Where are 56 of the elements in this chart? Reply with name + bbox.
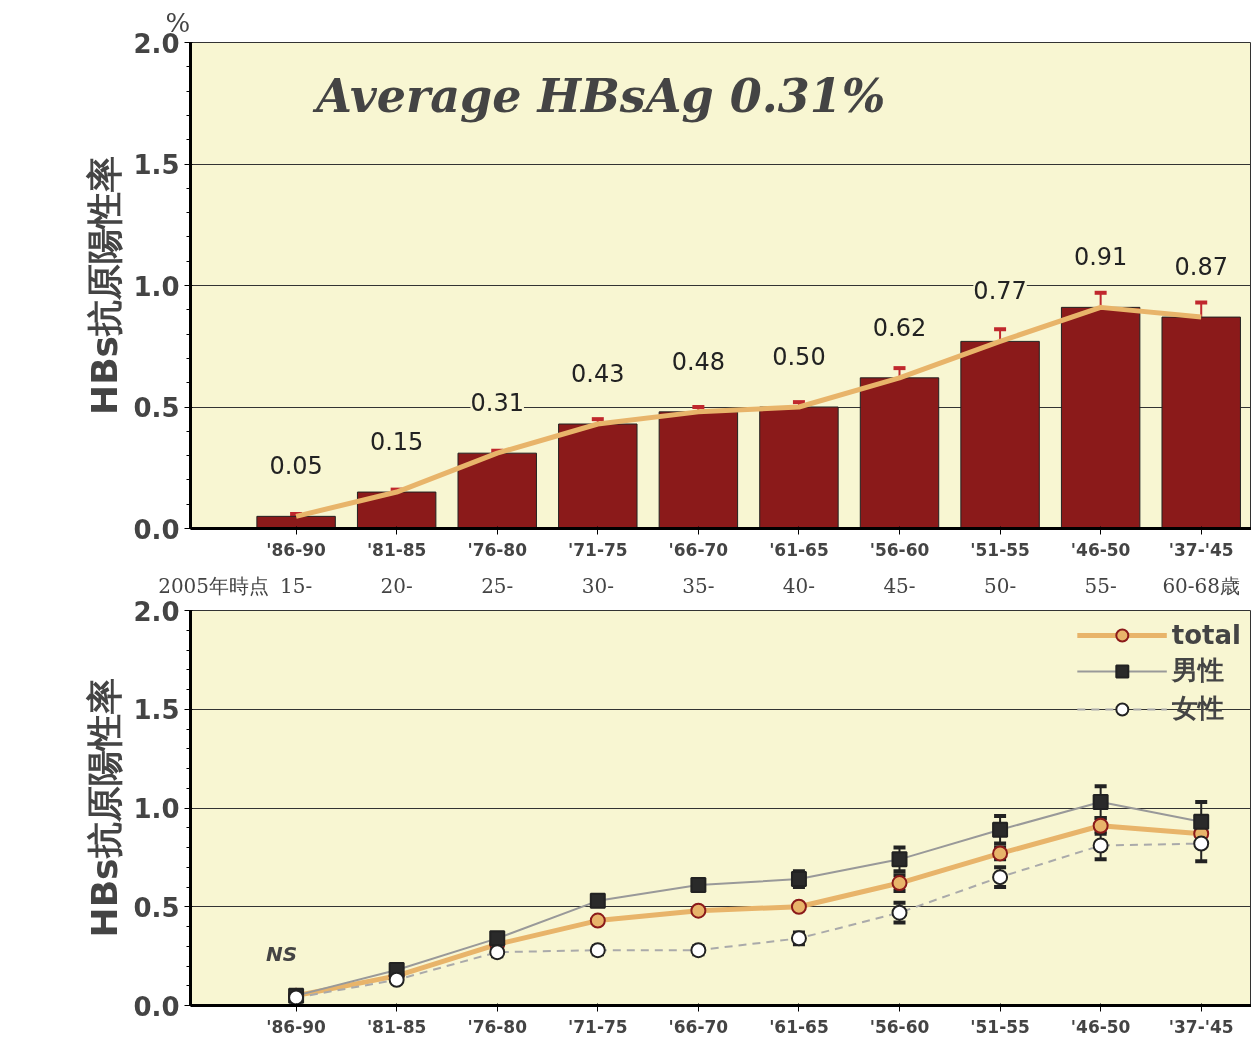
x-tick-label: '81-85: [366, 1016, 427, 1037]
legend-label: 男性: [1171, 654, 1224, 687]
x-tick-label: '61-65: [769, 539, 829, 560]
x-tick-label: '56-60: [869, 1016, 930, 1037]
y-tick-label: 0.0: [133, 991, 180, 1022]
x-tick-label: '71-75: [568, 539, 628, 560]
x-tick-label: '56-60: [869, 539, 930, 560]
y-tick-label: 0.0: [133, 514, 180, 545]
x-tick-label: '46-50: [1070, 539, 1131, 560]
data-label: 0.50: [772, 343, 826, 371]
x-tick-label: '37-'45: [1168, 539, 1234, 560]
x-tick-label: '86-90: [266, 539, 327, 560]
y-axis-title: HBs抗原陽性率: [84, 156, 126, 415]
data-label: 0.05: [269, 452, 323, 481]
annotation: Average HBsAg 0.31%: [312, 68, 886, 123]
data-label: 0.77: [973, 277, 1027, 306]
text: 60-68歳: [1162, 573, 1241, 598]
y-tick-label: 0.5: [133, 393, 180, 423]
x-tick-label: '51-55: [970, 539, 1030, 560]
text: 45-: [883, 573, 916, 598]
text: 40-: [782, 573, 816, 598]
data-label: 0.31: [470, 389, 524, 418]
x-tick-label: '37-'45: [1168, 1016, 1234, 1037]
text: 15-: [279, 573, 313, 598]
y-tick-label: 1.0: [133, 271, 180, 302]
y-tick-label: 2.0: [133, 596, 180, 627]
y-tick-label: 0.5: [133, 892, 180, 923]
data-label: 0.48: [671, 347, 726, 376]
text: 35-: [682, 573, 715, 598]
text: 25-: [481, 573, 514, 598]
legend-label: total: [1171, 620, 1241, 650]
x-tick-label: '71-75: [568, 1016, 628, 1037]
text: 50-: [983, 573, 1017, 598]
x-tick-label: '66-70: [668, 539, 729, 560]
data-label: 0.43: [571, 360, 625, 389]
data-label: 0.15: [369, 428, 424, 457]
x-tick-label: '66-70: [668, 1016, 729, 1037]
y-tick-label: 1.5: [133, 695, 180, 726]
x-tick-label: '76-80: [467, 1016, 528, 1037]
text: 30-: [581, 573, 614, 598]
text: 55-: [1084, 573, 1117, 598]
data-label: 0.91: [1073, 243, 1128, 272]
data-label: 0.87: [1174, 253, 1228, 282]
x-tick-label: '46-50: [1070, 1016, 1131, 1037]
data-label: 0.62: [872, 313, 927, 342]
x-tick-label: '51-55: [970, 1016, 1030, 1037]
x-tick-label: '61-65: [769, 1016, 829, 1037]
text: 20-: [380, 573, 413, 598]
x-tick-label: '86-90: [266, 1016, 327, 1037]
annotation: NS: [266, 942, 298, 966]
y-axis-title: HBs抗原陽性率: [84, 678, 126, 938]
y-tick-label: 1.5: [133, 150, 180, 180]
text: 2005年時点: [158, 573, 270, 598]
y-tick-label: 1.0: [133, 794, 180, 824]
x-tick-label: '81-85: [366, 539, 427, 560]
x-tick-label: '76-80: [467, 539, 528, 560]
